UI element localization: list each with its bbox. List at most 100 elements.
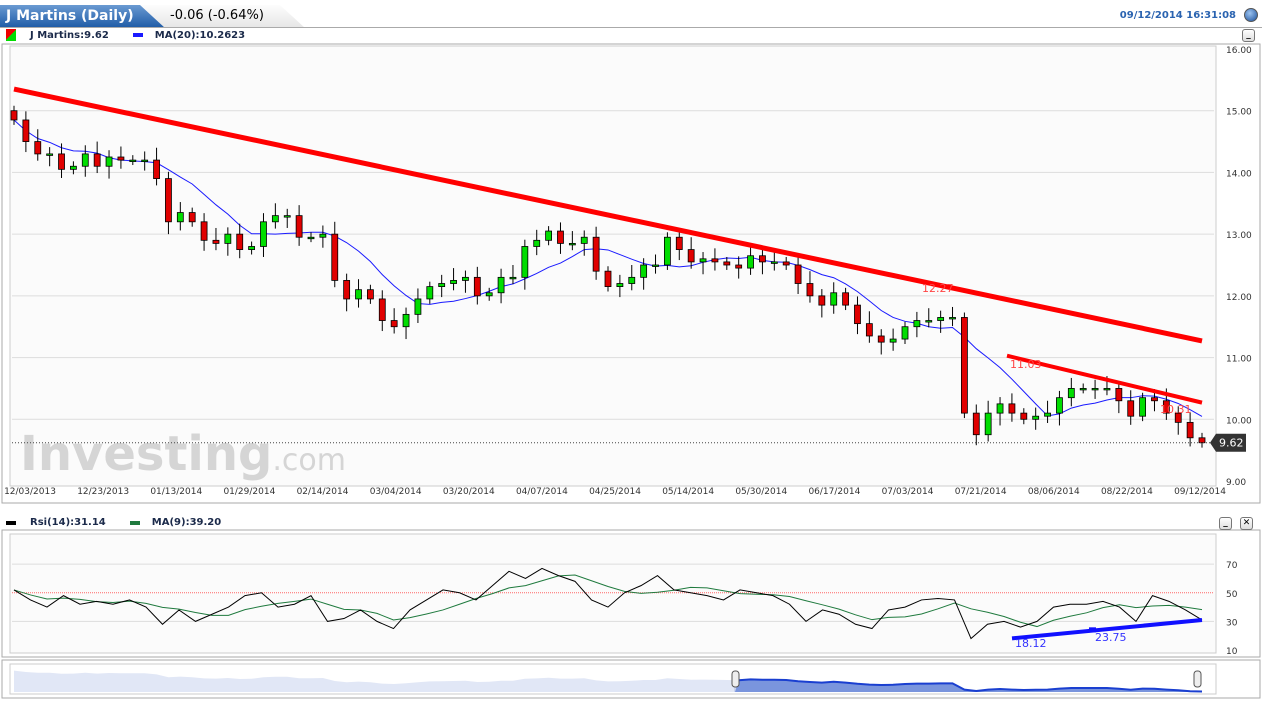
candle-up <box>984 412 992 436</box>
candle-up <box>545 230 552 241</box>
candle-up <box>747 255 754 269</box>
candle-up <box>355 289 362 300</box>
candle-up <box>830 292 838 306</box>
candle-down <box>212 239 220 244</box>
rsi-ma-legend-icon <box>129 520 140 525</box>
candle-down <box>1020 412 1028 420</box>
candle-down <box>153 159 160 179</box>
candle-down <box>604 270 612 287</box>
candle-down <box>1174 412 1182 423</box>
rsi-y-tick-label: 10 <box>1226 647 1238 657</box>
divider <box>0 27 1262 28</box>
candle-up <box>949 317 956 320</box>
candle-down <box>331 233 339 281</box>
candle-down <box>22 119 30 142</box>
rsi-trendline <box>1011 617 1203 641</box>
minimize-price-button[interactable]: _ <box>1242 29 1255 42</box>
rsi-legend-label: Rsi(14):31.14 <box>30 517 106 528</box>
candle-down <box>961 317 968 414</box>
candle-up <box>996 403 1004 414</box>
candle-up <box>1044 412 1051 417</box>
candle-down <box>794 264 802 284</box>
candle-up <box>913 320 921 328</box>
candle-up <box>640 264 648 278</box>
rsi-ma-legend-label: MA(9):39.20 <box>151 517 222 528</box>
trendline-short <box>1006 353 1203 405</box>
rsi-y-tick-label: 30 <box>1226 618 1238 628</box>
candle-down <box>34 141 42 155</box>
price-change: -0.06 (-0.64%) <box>170 8 264 23</box>
candle-up <box>664 236 671 266</box>
x-tick-label: 01/13/2014 <box>150 487 202 497</box>
candle-up <box>1032 415 1040 420</box>
chart-title: J Martins (Daily) <box>6 8 134 24</box>
rsi-y-tick-label: 70 <box>1226 561 1238 571</box>
candle-up <box>283 215 291 218</box>
candle-down <box>1115 388 1123 402</box>
candle-down <box>58 153 65 170</box>
candle-up <box>1067 388 1075 399</box>
candle-down <box>1008 403 1016 414</box>
candle-up <box>652 264 659 267</box>
navigator-unselected <box>12 665 734 693</box>
last-price-badge <box>1210 433 1246 452</box>
candle-up <box>568 242 576 246</box>
candle-up <box>616 283 624 287</box>
candle-up <box>533 239 541 247</box>
candle-up <box>46 153 54 156</box>
candle-down <box>806 283 814 297</box>
rsi-trend-marker <box>1089 627 1096 633</box>
candle-up <box>260 221 267 247</box>
x-tick-label: 03/20/2014 <box>443 487 495 497</box>
candle-down <box>592 236 600 272</box>
candle-up <box>426 286 434 300</box>
candle-up <box>485 292 493 297</box>
x-tick-label: 05/30/2014 <box>735 487 787 497</box>
close-rsi-button[interactable]: ✕ <box>1240 517 1253 530</box>
navigator-handle[interactable] <box>1193 670 1202 688</box>
candle-up <box>509 276 517 280</box>
candle-down <box>366 289 374 300</box>
candle-up <box>1103 388 1111 391</box>
x-tick-label: 12/03/2013 <box>4 487 56 497</box>
candle-down <box>188 212 196 223</box>
y-tick-label: 13.00 <box>1226 231 1252 241</box>
candle-down <box>687 249 695 263</box>
candle-up <box>105 156 113 167</box>
y-tick-label: 15.00 <box>1226 108 1252 118</box>
x-tick-label: 01/29/2014 <box>223 487 275 497</box>
candle-up <box>450 280 457 284</box>
candle-up <box>70 165 77 170</box>
candle-up <box>628 276 636 284</box>
candle-up <box>699 258 707 263</box>
x-tick-label: 02/14/2014 <box>297 487 349 497</box>
candle-up <box>414 298 422 315</box>
x-tick-label: 05/14/2014 <box>662 487 714 497</box>
y-tick-label: 9.00 <box>1226 478 1246 488</box>
candle-up <box>141 159 149 162</box>
timestamp: 09/12/2014 16:31:08 <box>1119 10 1236 21</box>
navigator-handle[interactable] <box>731 670 740 688</box>
last-price-label: 9.62 <box>1219 437 1244 450</box>
candle-up <box>937 317 945 321</box>
candle-down <box>972 412 980 436</box>
rsi-annotation: 18.12 <box>1015 637 1047 650</box>
candle-down <box>1198 437 1206 444</box>
y-tick-label: 10.00 <box>1226 416 1252 426</box>
candle-up <box>925 320 933 323</box>
candle-up <box>889 338 897 343</box>
x-tick-label: 08/22/2014 <box>1101 487 1153 497</box>
rsi-legend-icon <box>6 520 16 525</box>
candle-up <box>438 283 446 287</box>
y-tick-label: 16.00 <box>1226 46 1252 56</box>
candle-up <box>462 276 469 281</box>
price-annotation: 12.27 <box>922 282 954 295</box>
candle-down <box>711 258 719 263</box>
candle-up <box>1056 397 1063 414</box>
candle-up <box>1139 397 1146 417</box>
minimize-rsi-button[interactable]: _ <box>1219 517 1232 530</box>
refresh-icon[interactable] <box>1244 8 1258 22</box>
ma-legend-label: MA(20):10.2623 <box>154 29 246 41</box>
price-annotation: 11.03 <box>1010 358 1042 371</box>
